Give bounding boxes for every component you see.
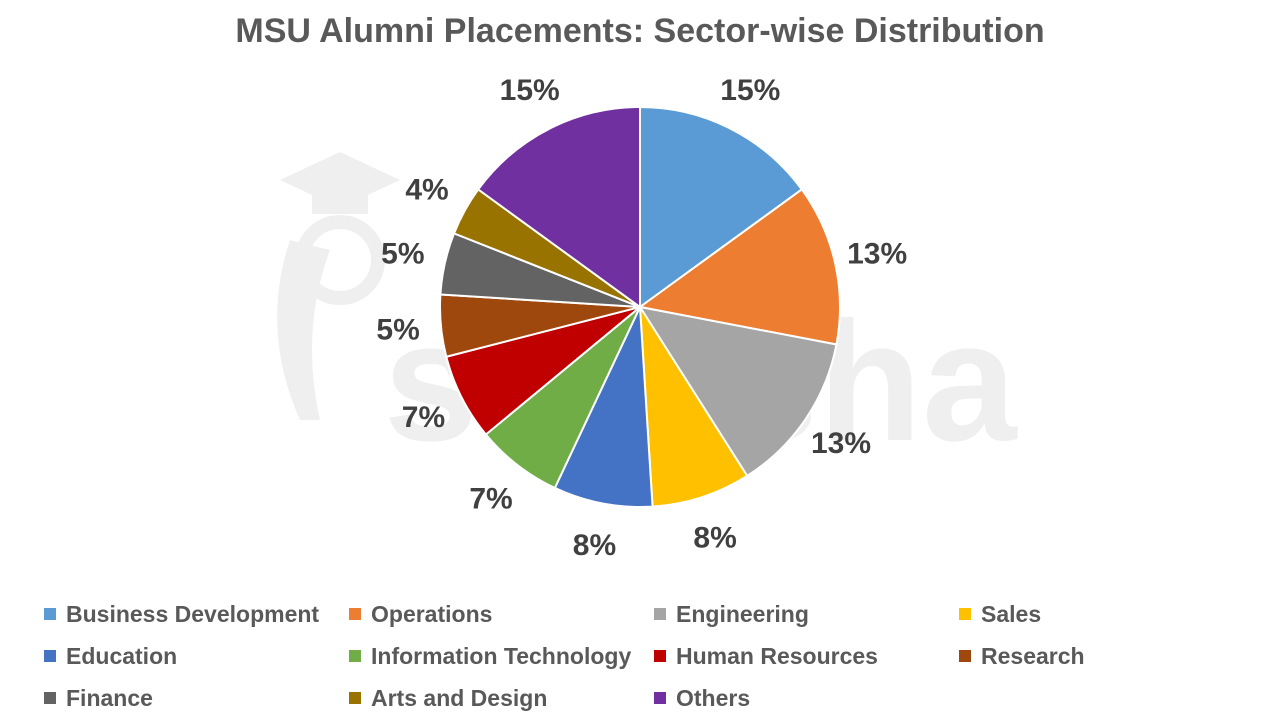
legend-swatch <box>654 692 666 704</box>
legend-swatch <box>44 608 56 620</box>
legend-item-engineering: Engineering <box>654 598 959 630</box>
legend-item-finance: Finance <box>44 682 349 714</box>
legend-item-arts-and-design: Arts and Design <box>349 682 654 714</box>
legend-label: Arts and Design <box>371 684 548 711</box>
legend-swatch <box>959 650 971 662</box>
legend-label: Others <box>676 684 751 711</box>
legend-swatch <box>349 650 361 662</box>
legend-label: Operations <box>371 600 493 627</box>
legend-swatch <box>654 650 666 662</box>
legend-item-operations: Operations <box>349 598 654 630</box>
legend-label: Education <box>66 642 178 669</box>
data-label-education: 8% <box>573 529 616 562</box>
data-label-human-resources: 7% <box>402 401 445 434</box>
legend: Business Development Operations Engineerin… <box>44 598 1264 724</box>
data-label-others: 15% <box>500 74 560 107</box>
chart-title: MSU Alumni Placements: Sector-wise Distr… <box>235 12 1045 50</box>
legend-label: Sales <box>981 600 1042 627</box>
pie-slice-others <box>476 105 641 309</box>
legend-item-human-resources: Human Resources <box>654 640 959 672</box>
data-label-operations: 13% <box>847 237 907 270</box>
legend-swatch <box>44 692 56 704</box>
data-label-sales: 8% <box>693 522 736 555</box>
legend-label: Information Technology <box>371 642 632 669</box>
legend-item-sales: Sales <box>959 598 1264 630</box>
graduation-cap-icon <box>277 152 400 420</box>
legend-item-business-development: Business Development <box>44 598 349 630</box>
legend-item-others: Others <box>654 682 959 714</box>
pie-slice-education <box>553 306 654 508</box>
legend-label: Engineering <box>676 600 809 627</box>
legend-item-education: Education <box>44 640 349 672</box>
data-label-arts-and-design: 4% <box>405 173 448 206</box>
legend-swatch <box>654 608 666 620</box>
pie-slice-sales <box>639 306 749 508</box>
legend-swatch <box>44 650 56 662</box>
data-label-research: 5% <box>376 313 419 346</box>
legend-label: Human Resources <box>676 642 878 669</box>
data-label-business-development: 15% <box>720 74 780 107</box>
legend-label: Research <box>981 642 1085 669</box>
data-label-information-technology: 7% <box>469 483 512 516</box>
data-label-finance: 5% <box>381 237 424 270</box>
legend-label: Business Development <box>66 600 320 627</box>
legend-item-research: Research <box>959 640 1264 672</box>
pie-slice-business-development <box>639 105 804 309</box>
pie-slice-operations <box>637 188 841 346</box>
pie-slices <box>439 105 841 508</box>
data-labels: 15% 13% 13% 8% 8% 7% 7% 5% 5% 4% 15% <box>376 74 907 562</box>
data-label-engineering: 13% <box>811 427 871 460</box>
legend-swatch <box>349 608 361 620</box>
pie-chart: shiksha 15%13%13%8%8%7%7%5%5%4%15% <box>277 74 1018 562</box>
legend-swatch <box>959 608 971 620</box>
legend-label: Finance <box>66 684 153 711</box>
pie-slice-engineering <box>637 305 838 478</box>
legend-item-information-technology: Information Technology <box>349 640 654 672</box>
legend-swatch <box>349 692 361 704</box>
